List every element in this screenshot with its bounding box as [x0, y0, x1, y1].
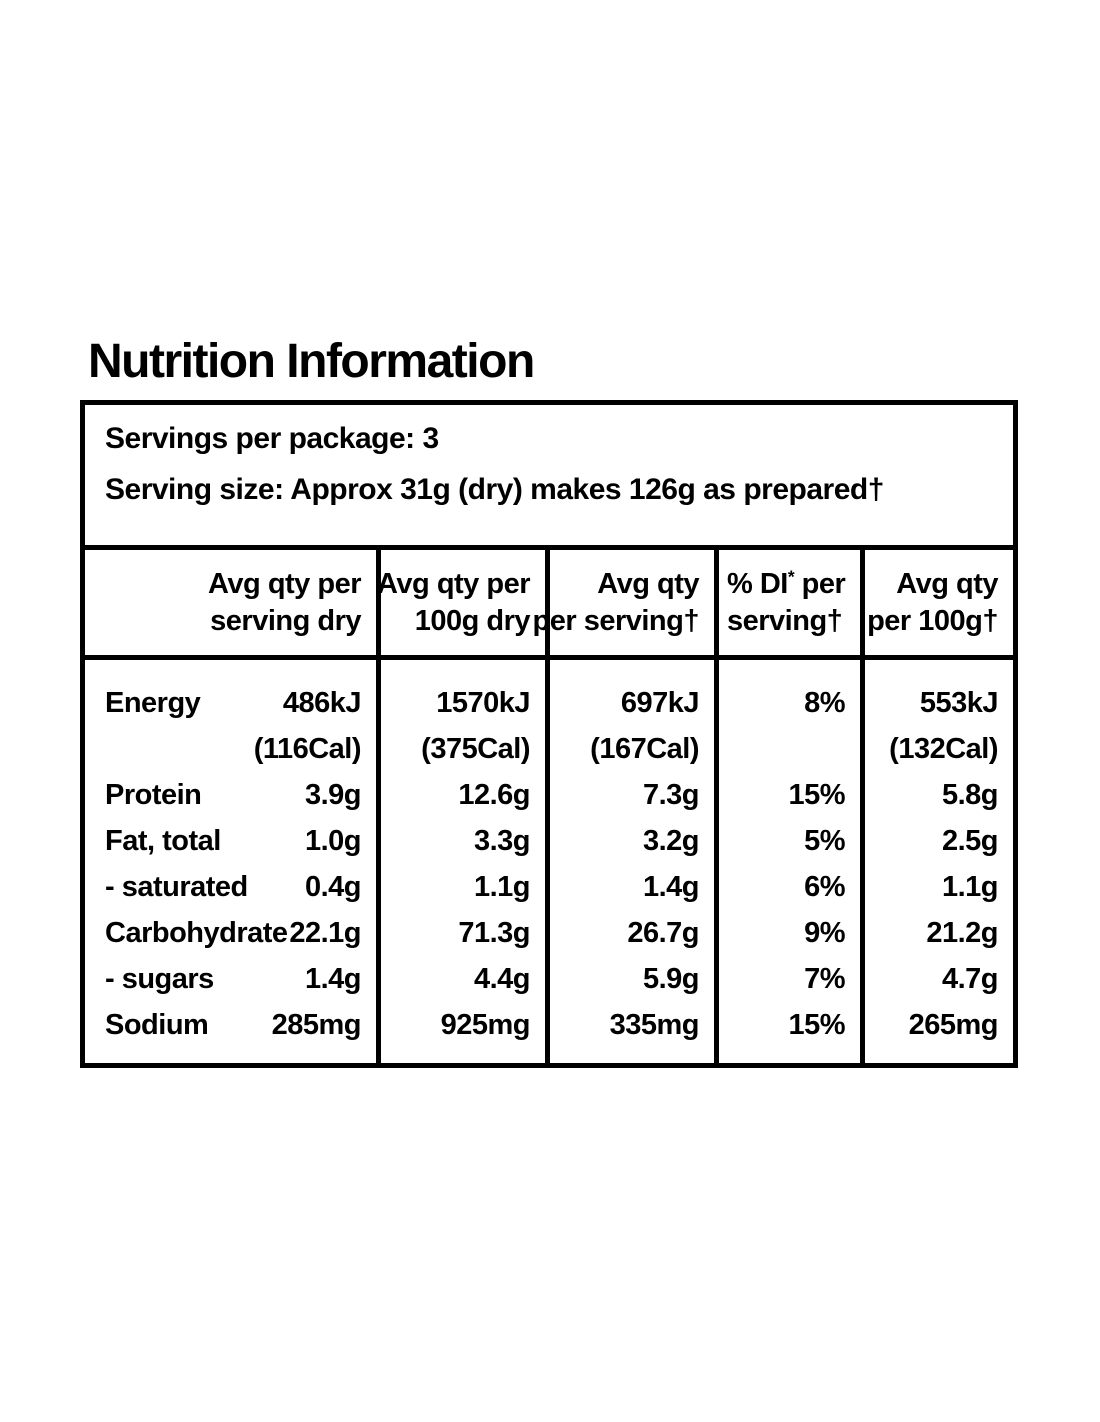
nutrient-value: 21.2g [926, 916, 998, 949]
nutrient-value: 3.3g [473, 824, 531, 857]
nutrient-label: - saturated [105, 870, 248, 903]
table-row: Carbohydrate 22.1g [85, 910, 376, 956]
daily-intake-asterisk: * [787, 565, 795, 586]
nutrient-value: 26.7g [627, 916, 699, 949]
nutrient-value: 6% [804, 870, 845, 903]
header-line: per serving† [532, 604, 700, 637]
nutrient-value: (375Cal) [421, 732, 530, 765]
column-nutrient-serving-dry: Energy 486kJ (116Cal) Protein 3.9g Fat, to… [85, 660, 376, 1063]
header-line: % DI* per [727, 565, 846, 600]
column-per-serving-prepared: 697kJ (167Cal) 7.3g 3.2g 1.4g 26.7g 5.9g… [545, 660, 714, 1063]
header-line: 100g dry [414, 604, 531, 637]
page-title: Nutrition Information [88, 335, 535, 388]
nutrient-value: 1.1g [473, 870, 531, 903]
serving-info-section: Servings per package: 3 Serving size: Ap… [85, 405, 1013, 550]
col-header-avg-qty-per-100g-prepared: Avg qty per 100g† [860, 550, 1013, 655]
table-row: (116Cal) [85, 726, 376, 772]
header-line: Avg qty per [377, 567, 530, 600]
table-row: - saturated 0.4g [85, 864, 376, 910]
header-line: per 100g† [867, 604, 998, 637]
column-percent-di-per-serving: 8% 15% 5% 6% 9% 7% 15% [714, 660, 860, 1063]
nutrient-value [719, 726, 860, 772]
nutrient-value: 486kJ [282, 686, 362, 719]
nutrient-value: 925mg [440, 1008, 531, 1041]
nutrient-label: - sugars [105, 962, 214, 995]
servings-per-package: Servings per package: 3 [105, 422, 439, 455]
table-row: Energy 486kJ [85, 680, 376, 726]
col-header-avg-qty-per-100g-dry: Avg qty per 100g dry [376, 550, 545, 655]
table-row: Protein 3.9g [85, 772, 376, 818]
serving-size: Serving size: Approx 31g (dry) makes 126… [105, 473, 884, 506]
nutrient-value: 1.0g [304, 824, 362, 857]
nutrient-value: 8% [804, 686, 845, 719]
nutrient-label: Fat, total [105, 824, 221, 857]
nutrient-value: 7% [804, 962, 845, 995]
nutrient-value: 15% [788, 1008, 845, 1041]
nutrient-value: 22.1g [289, 916, 361, 949]
nutrient-value: 4.4g [473, 962, 531, 995]
header-line: serving dry [210, 604, 361, 637]
nutrient-value: 5.8g [941, 778, 999, 811]
nutrient-value: (132Cal) [889, 732, 998, 765]
nutrient-label: Carbohydrate [105, 916, 288, 949]
nutrient-value: 0.4g [304, 870, 362, 903]
nutrient-value: 9% [804, 916, 845, 949]
nutrient-value: 3.9g [304, 778, 362, 811]
nutrient-value: 553kJ [919, 686, 999, 719]
header-line: Avg qty per [208, 567, 361, 600]
nutrient-value: 12.6g [458, 778, 530, 811]
nutrient-value: 3.2g [642, 824, 700, 857]
nutrient-label: Sodium [105, 1008, 209, 1041]
table-header-row: Avg qty per serving dry Avg qty per 100g… [85, 550, 1013, 660]
nutrient-value: 1.1g [941, 870, 999, 903]
nutrient-value: 1.4g [304, 962, 362, 995]
col-header-avg-qty-per-serving-dry: Avg qty per serving dry [85, 550, 376, 655]
column-per-100g-prepared: 553kJ (132Cal) 5.8g 2.5g 1.1g 21.2g 4.7g… [860, 660, 1013, 1063]
nutrient-value: 2.5g [941, 824, 999, 857]
nutrient-value: 71.3g [458, 916, 530, 949]
header-line: Avg qty [896, 567, 998, 600]
table-row: Sodium 285mg [85, 1002, 376, 1048]
header-line: Avg qty [597, 567, 699, 600]
nutrient-value: 15% [788, 778, 845, 811]
col-header-percent-di-per-serving: % DI* per serving† [714, 550, 860, 655]
nutrient-value: 265mg [908, 1008, 999, 1041]
column-per-100g-dry: 1570kJ (375Cal) 12.6g 3.3g 1.1g 71.3g 4.… [376, 660, 545, 1063]
nutrient-value: 7.3g [642, 778, 700, 811]
nutrient-value: 5% [804, 824, 845, 857]
header-line: serving† [727, 604, 843, 637]
nutrient-value: 335mg [609, 1008, 700, 1041]
nutrient-value: 1.4g [642, 870, 700, 903]
nutrient-label: Energy [105, 686, 201, 719]
table-row: - sugars 1.4g [85, 956, 376, 1002]
nutrient-value: (116Cal) [253, 732, 362, 765]
nutrient-value: 697kJ [620, 686, 700, 719]
nutrient-value: (167Cal) [590, 732, 699, 765]
col-header-avg-qty-per-serving-prepared: Avg qty per serving† [533, 550, 714, 655]
nutrient-value: 5.9g [642, 962, 700, 995]
table-body: Energy 486kJ (116Cal) Protein 3.9g Fat, to… [85, 660, 1013, 1063]
nutrient-value: 285mg [271, 1008, 362, 1041]
table-row: Fat, total 1.0g [85, 818, 376, 864]
nutrition-panel: Servings per package: 3 Serving size: Ap… [80, 400, 1018, 1068]
nutrient-label: Protein [105, 778, 202, 811]
nutrient-value: 4.7g [941, 962, 999, 995]
nutrient-value: 1570kJ [436, 686, 530, 719]
